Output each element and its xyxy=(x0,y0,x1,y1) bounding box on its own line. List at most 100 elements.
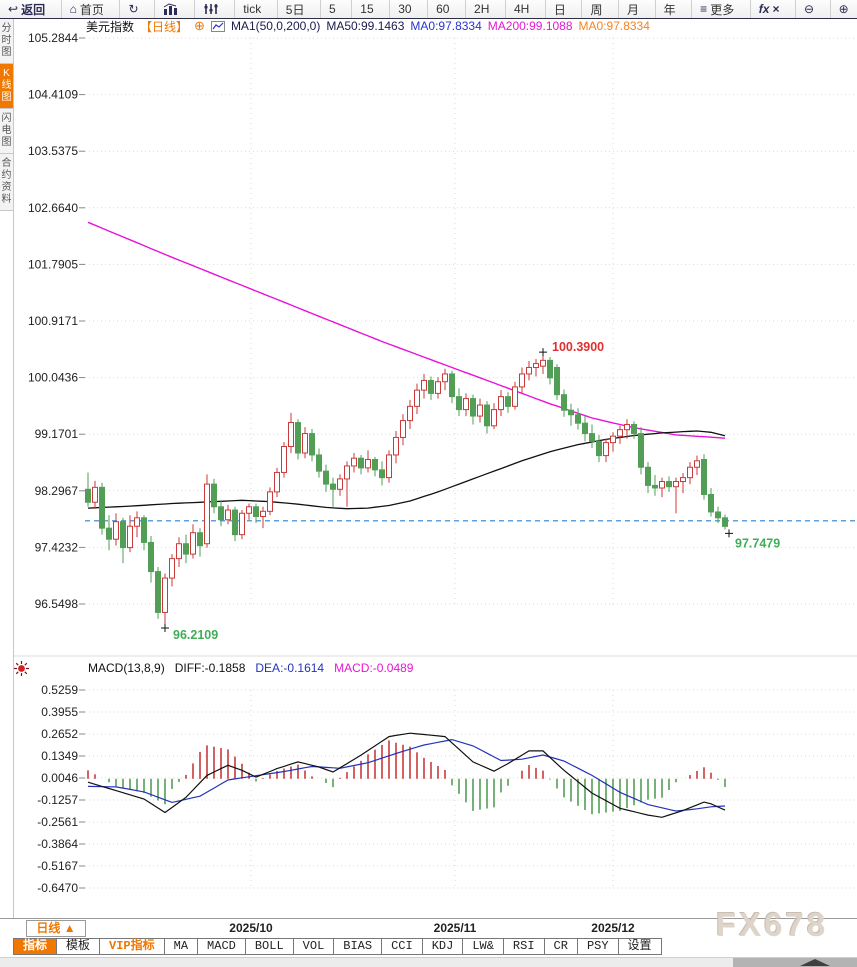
period-month[interactable]: 月 xyxy=(618,0,647,18)
x-tick-label: 2025/12 xyxy=(591,921,635,935)
sidebar-item-contract-info[interactable]: 合约资料 xyxy=(0,154,13,211)
svg-text:-0.2561: -0.2561 xyxy=(37,815,78,829)
macd-diff-value: DIFF:-0.1858 xyxy=(174,661,246,675)
tab-macd[interactable]: MACD xyxy=(198,938,246,955)
chart-header: 美元指数 【日线】 ⊕ MA1(50,0,200,0) MA50:99.1463… xyxy=(86,18,650,34)
x-axis-row: 日线 ▲ 2025/10 2025/11 2025/12 xyxy=(0,918,857,938)
svg-text:0.5259: 0.5259 xyxy=(41,683,78,697)
formula-button[interactable]: fx × xyxy=(749,0,788,18)
period-tick[interactable]: tick xyxy=(234,0,269,18)
zoom-out-icon: ⊖ xyxy=(804,2,815,16)
indicator-settings-sun-icon[interactable] xyxy=(13,660,30,677)
ma0-value-orange: MA0:97.8334 xyxy=(578,19,650,33)
price-macd-chart[interactable]: 105.2844 104.4109 103.5375 102.6640 101.7905… xyxy=(0,0,857,918)
svg-text:-0.3864: -0.3864 xyxy=(37,837,78,851)
tab-indicator[interactable]: 指标 xyxy=(13,938,58,955)
back-button[interactable]: ↩ 返回 xyxy=(8,2,46,17)
x-tick-label: 2025/10 xyxy=(229,921,273,935)
scrollbar-thumb[interactable] xyxy=(733,958,857,967)
home-button[interactable]: ⌂ 首页 xyxy=(60,0,112,18)
svg-text:101.7905: 101.7905 xyxy=(28,257,78,271)
svg-text:100.3900: 100.3900 xyxy=(552,340,604,354)
top-toolbar: ↩ 返回 ⌂ 首页 ↻ tick 5日 5 15 30 60 2H 4H 日 周… xyxy=(0,0,857,19)
svg-text:0.3955: 0.3955 xyxy=(41,705,78,719)
tab-ma[interactable]: MA xyxy=(164,938,199,955)
period-30m[interactable]: 30 xyxy=(389,0,419,18)
tab-bias[interactable]: BIAS xyxy=(334,938,383,955)
tab-boll[interactable]: BOLL xyxy=(245,938,294,955)
tab-vol[interactable]: VOL xyxy=(293,938,335,955)
tab-template[interactable]: 模板 xyxy=(57,938,101,955)
zoom-in-button[interactable]: ⊕ xyxy=(829,0,857,18)
chart-type-button[interactable] xyxy=(154,0,186,18)
svg-text:-0.6470: -0.6470 xyxy=(37,881,78,895)
chart-mode-sidebar: 分时图 K线图 闪电图 合约资料 xyxy=(0,19,13,211)
period-5d[interactable]: 5日 xyxy=(276,0,313,18)
macd-header: MACD(13,8,9) DIFF:-0.1858 DEA:-0.1614 MA… xyxy=(88,661,413,675)
svg-text:99.1701: 99.1701 xyxy=(35,427,79,441)
tab-rsi[interactable]: RSI xyxy=(503,938,545,955)
svg-text:0.1349: 0.1349 xyxy=(41,749,78,763)
add-compare-icon[interactable]: ⊕ xyxy=(194,18,205,33)
period-week[interactable]: 周 xyxy=(581,0,610,18)
svg-text:100.0436: 100.0436 xyxy=(28,371,78,385)
ma-params[interactable]: MA1(50,0,200,0) xyxy=(230,19,321,33)
period-selector-box[interactable]: 日线 ▲ xyxy=(26,920,86,937)
scrollbar-up-arrow-icon[interactable] xyxy=(800,959,830,966)
svg-text:96.5498: 96.5498 xyxy=(35,597,79,611)
svg-text:0.2652: 0.2652 xyxy=(41,727,78,741)
macd-macd-value: MACD:-0.0489 xyxy=(334,661,414,675)
tab-cr[interactable]: CR xyxy=(544,938,578,955)
ma0-value-blue: MA0:97.8334 xyxy=(410,19,482,33)
zoom-out-button[interactable]: ⊖ xyxy=(795,0,822,18)
refresh-icon: ↻ xyxy=(128,2,139,16)
tab-vip-indicator[interactable]: VIP指标 xyxy=(100,938,165,955)
sidebar-item-lightning[interactable]: 闪电图 xyxy=(0,109,13,154)
sidebar-item-time-share[interactable]: 分时图 xyxy=(0,19,13,64)
period-year[interactable]: 年 xyxy=(654,0,684,18)
horizontal-scrollbar[interactable] xyxy=(0,957,857,967)
macd-title[interactable]: MACD(13,8,9) xyxy=(88,661,165,675)
ma-settings-icon[interactable] xyxy=(210,20,225,32)
bar-chart-icon xyxy=(163,3,178,15)
period-day[interactable]: 日 xyxy=(544,0,574,18)
chevron-up-icon: ▲ xyxy=(63,921,76,935)
home-icon: ⌂ xyxy=(69,2,77,16)
symbol-name: 美元指数 xyxy=(86,19,135,34)
sliders-icon xyxy=(204,4,218,14)
svg-text:105.2844: 105.2844 xyxy=(28,31,78,45)
zoom-in-icon: ⊕ xyxy=(838,2,849,16)
menu-icon: ≡ xyxy=(700,2,708,16)
period-4h[interactable]: 4H xyxy=(504,0,537,18)
period-2h[interactable]: 2H xyxy=(465,0,497,18)
fx-icon: fx xyxy=(758,2,770,16)
refresh-button[interactable]: ↻ xyxy=(119,0,146,18)
macd-dea-value: DEA:-0.1614 xyxy=(255,661,325,675)
svg-text:-0.1257: -0.1257 xyxy=(37,793,78,807)
tab-settings[interactable]: 设置 xyxy=(618,938,662,955)
x-tick-label: 2025/11 xyxy=(433,921,477,935)
period-60m[interactable]: 60 xyxy=(427,0,457,18)
sidebar-item-kline[interactable]: K线图 xyxy=(0,64,13,109)
svg-text:103.5375: 103.5375 xyxy=(28,144,78,158)
ma200-value: MA200:99.1088 xyxy=(487,19,573,33)
period-15m[interactable]: 15 xyxy=(351,0,381,18)
more-button[interactable]: ≡ 更多 xyxy=(691,0,742,18)
svg-text:96.2109: 96.2109 xyxy=(173,628,218,642)
ma50-value: MA50:99.1463 xyxy=(326,19,405,33)
svg-text:-0.5167: -0.5167 xyxy=(37,859,78,873)
positions-button[interactable] xyxy=(193,0,227,18)
svg-text:102.6640: 102.6640 xyxy=(28,201,78,215)
svg-text:98.2967: 98.2967 xyxy=(35,484,79,498)
period-5m[interactable]: 5 xyxy=(320,0,344,18)
tab-kdj[interactable]: KDJ xyxy=(422,938,464,955)
tab-lw[interactable]: LW& xyxy=(463,938,504,955)
period-tag: 【日线】 xyxy=(140,19,189,34)
svg-text:97.4232: 97.4232 xyxy=(35,540,79,554)
svg-text:104.4109: 104.4109 xyxy=(28,88,78,102)
tab-psy[interactable]: PSY xyxy=(577,938,619,955)
sidebar-divider xyxy=(13,19,14,918)
indicator-tabs: 指标 模板 VIP指标 MA MACD BOLL VOL BIAS CCI KD… xyxy=(13,938,662,955)
tab-cci[interactable]: CCI xyxy=(382,938,423,955)
